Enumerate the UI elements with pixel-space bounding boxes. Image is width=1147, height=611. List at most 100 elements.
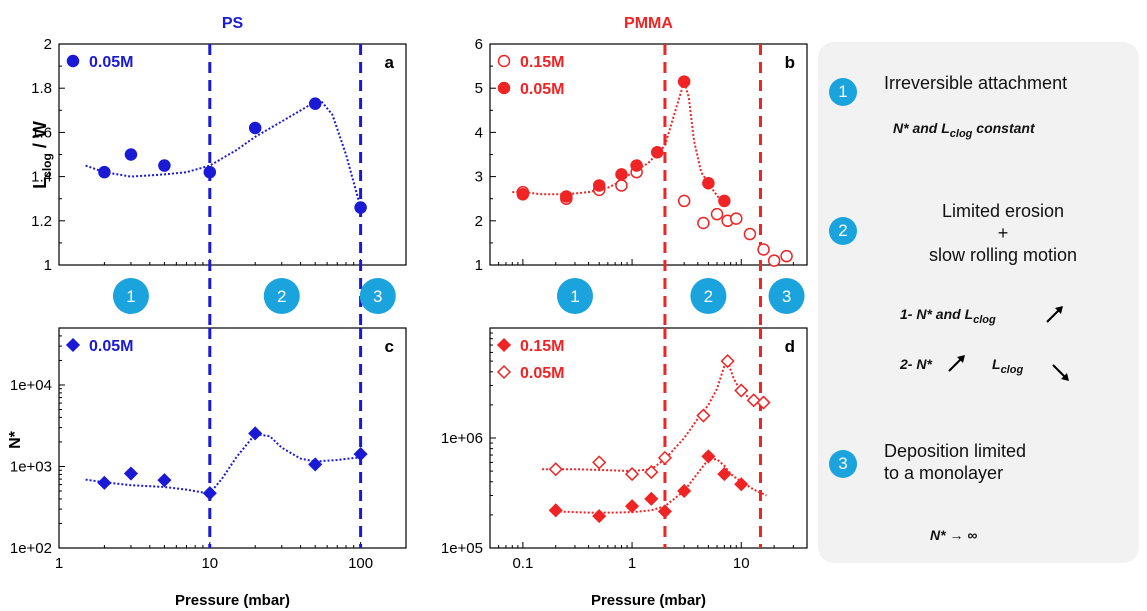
data-point-d-s0 <box>548 503 563 518</box>
regime-2-step2: 2- N* <box>900 356 932 372</box>
data-point-c-s0 <box>123 466 139 481</box>
data-point-d-s1 <box>644 465 659 480</box>
panel-title: PS <box>222 15 244 32</box>
data-point-d-s1 <box>756 395 771 410</box>
data-point-d-s1 <box>734 383 749 398</box>
y-tick-label: 1.4 <box>31 169 52 186</box>
data-point-c-s0 <box>353 447 368 462</box>
regime-2: 2 Limited erosion + slow rolling motion … <box>818 192 1139 412</box>
panel-label-a: a <box>385 53 395 72</box>
x-tick-label: 10 <box>733 555 750 572</box>
data-point-b-s1 <box>630 159 643 172</box>
fit-curve-0 <box>512 78 726 206</box>
regime-2-step2-pre: 2- N* <box>900 356 932 372</box>
data-point-b-s1 <box>677 75 691 88</box>
regime-2-step2-l: Lclog <box>992 356 1023 376</box>
data-point-b-s0 <box>757 243 770 256</box>
data-point-b-s1 <box>560 190 573 203</box>
x-tick-label: 100 <box>348 555 373 572</box>
legend-marker <box>497 81 511 95</box>
y-tick-label: 5 <box>475 80 483 97</box>
y-tick-label: 1 <box>475 257 483 274</box>
regime-2-line1: Limited erosion <box>941 201 1065 221</box>
y-tick-label: 1e+02 <box>10 540 52 557</box>
y-tick-label: 1 <box>44 257 52 274</box>
data-point-b-s0 <box>730 212 743 225</box>
data-point-d-s0 <box>701 449 716 464</box>
x-tick-label: 1 <box>55 555 63 572</box>
up-right-arrow-icon <box>948 355 965 372</box>
y-tick-label: 1e+04 <box>10 377 52 394</box>
y-tick-label: 4 <box>475 124 483 141</box>
data-point-d-s0 <box>592 509 607 524</box>
regime-1: 1 Irreversible attachment N* and Lclog c… <box>818 42 1139 162</box>
y-label-w: / W <box>30 121 50 153</box>
panel-a: 1 1.2 1.4 1.6 1.8 2 a 0.05M PS <box>31 15 407 330</box>
data-point-b-s0 <box>710 207 724 221</box>
y-tick-label: 1e+06 <box>441 430 483 447</box>
panel-label-d: d <box>785 337 795 356</box>
regime-2-step2-sub: clog <box>1000 363 1024 376</box>
legend-marker <box>66 54 80 68</box>
data-point-d-s1 <box>720 354 735 369</box>
region-badge-number: 1 <box>570 287 579 306</box>
regime-2-step2-mid: L <box>992 356 1001 372</box>
fit-curve-0 <box>555 458 767 514</box>
region-badge <box>556 278 593 314</box>
region-badge <box>768 278 805 314</box>
data-point-b-s0 <box>697 216 710 230</box>
data-point-a-s0 <box>203 165 217 179</box>
data-point-b-s0 <box>677 194 691 208</box>
data-point-c-s0 <box>248 426 263 441</box>
regime-3-badge: 3 <box>829 450 857 478</box>
data-point-d-s0 <box>644 491 659 506</box>
regime-1-subtext: N* and Lclog constant <box>893 120 1035 140</box>
legend-marker <box>65 337 81 353</box>
data-point-b-s0 <box>780 249 793 263</box>
data-point-b-s0 <box>767 254 781 267</box>
y-label-L: L <box>30 178 50 189</box>
data-point-d-s0 <box>734 477 749 492</box>
data-point-d-s1 <box>548 462 563 477</box>
y-label-sub: clog <box>40 153 54 178</box>
legend-label: 0.15M <box>520 338 564 355</box>
data-point-b-s1 <box>592 179 606 192</box>
legend-label: 0.05M <box>89 338 133 355</box>
region-badge-number: 2 <box>277 287 286 306</box>
chart-stage: 1 1.2 1.4 1.6 1.8 2 a 0.05M PS 1 2 3 4 5 6 b 0.15M 0.05M P… <box>7 15 808 609</box>
data-point-d-s0 <box>677 483 692 499</box>
fit-curve-0 <box>85 100 362 208</box>
panel-label-b: b <box>785 53 795 72</box>
data-point-d-s1 <box>657 450 672 465</box>
data-point-d-s1 <box>746 393 761 408</box>
y-tick-label: 3 <box>475 169 483 186</box>
data-point-c-s0 <box>157 473 172 488</box>
data-point-b-s1 <box>650 146 664 159</box>
data-point-a-s0 <box>124 148 138 161</box>
regime-1-badge: 1 <box>829 78 857 106</box>
data-point-c-s0 <box>97 475 112 490</box>
fit-curve-1 <box>542 358 767 473</box>
regime-2-badge: 2 <box>829 217 857 245</box>
region-badge-number: 2 <box>704 287 713 306</box>
x-axis-label: Pressure (mbar) <box>591 592 706 609</box>
data-point-b-s0 <box>615 179 628 192</box>
region-badge-number: 3 <box>373 287 382 306</box>
legend-marker <box>497 54 511 68</box>
y-tick-label: 1e+05 <box>441 540 483 557</box>
data-point-d-s1 <box>625 467 640 482</box>
legend-label: 0.15M <box>520 54 564 71</box>
panel-label-c: c <box>385 337 394 356</box>
plot-frame-a <box>58 43 407 266</box>
regime-2-step1-sub: clog <box>973 313 996 326</box>
region-badge <box>263 278 300 314</box>
data-point-b-s1 <box>516 188 530 201</box>
regime-3-line2: to a monolayer <box>884 463 1004 483</box>
x-tick-label: 10 <box>201 555 218 572</box>
regime-3-limit: N* → ∞ <box>930 527 978 543</box>
legend-label: 0.05M <box>520 365 564 382</box>
region-badge <box>359 278 396 314</box>
legend-label: 0.05M <box>89 54 133 71</box>
panel-b: 1 2 3 4 5 6 b 0.15M 0.05M PMMA <box>475 15 808 330</box>
legend-label: 0.05M <box>520 81 564 98</box>
